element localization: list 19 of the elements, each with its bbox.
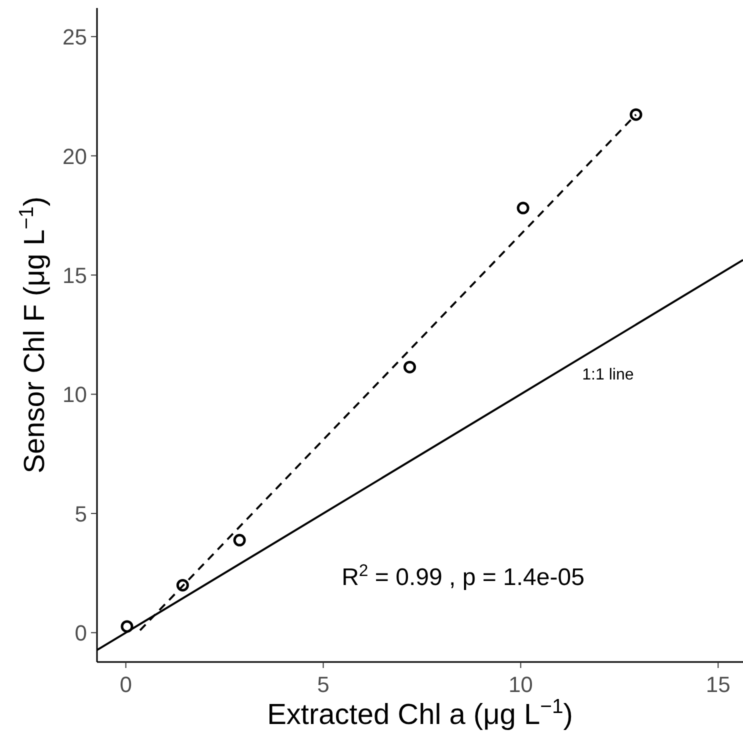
series-label: 1:1 line <box>582 366 634 384</box>
y-tick-label: 25 <box>62 24 87 50</box>
x-tick-label: 15 <box>706 672 730 697</box>
y-tick-label: 10 <box>62 382 87 408</box>
x-axis-title: Extracted Chl a (μg L$^{−1}$) <box>267 696 573 731</box>
point <box>233 534 246 546</box>
y-tick-label: 15 <box>62 263 87 288</box>
y-tick-label: 20 <box>62 144 87 169</box>
point <box>516 202 530 214</box>
point <box>630 108 642 121</box>
x-tick-label: 5 <box>317 672 330 697</box>
x-tick-label: 10 <box>508 672 533 697</box>
point <box>403 360 416 374</box>
annotation: R$^{2}$ = 0.99 , p = 1.4e-05 <box>342 560 584 591</box>
x-tick-label: 0 <box>120 672 132 697</box>
point <box>120 620 134 633</box>
point <box>176 578 189 592</box>
y-tick-label: 5 <box>74 501 87 526</box>
y-tick-label: 0 <box>74 620 87 646</box>
